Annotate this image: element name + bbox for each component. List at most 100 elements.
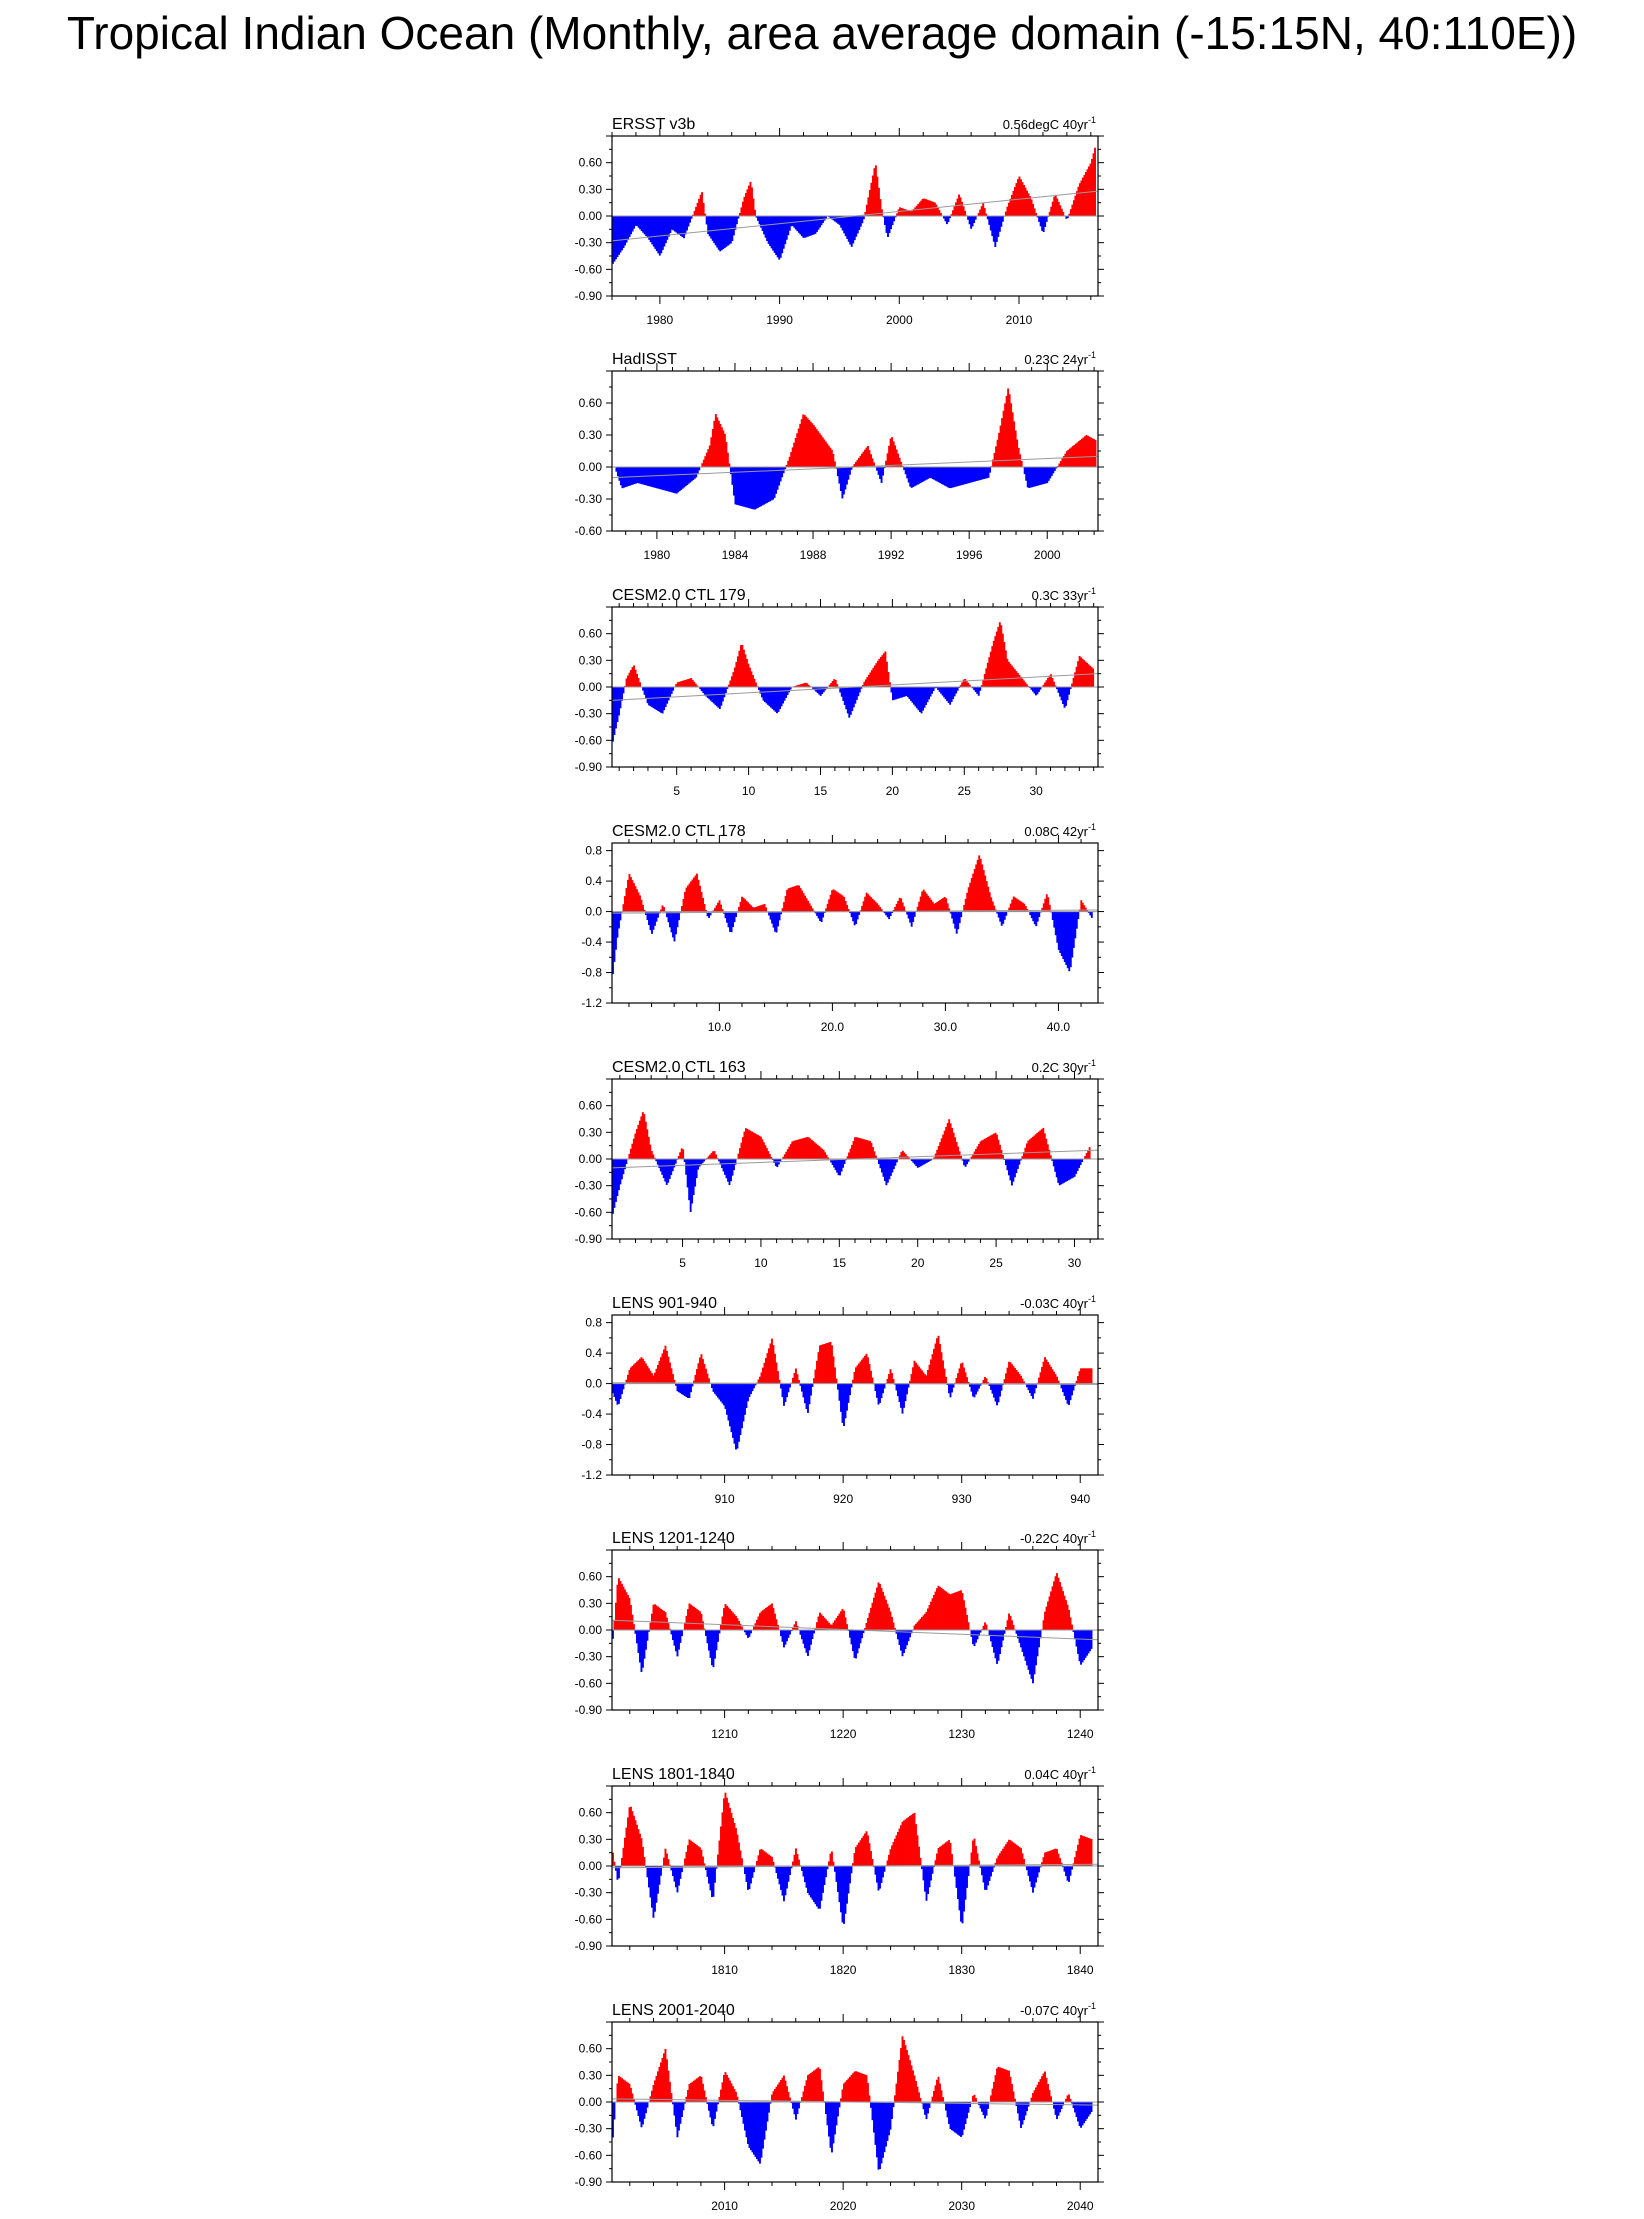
anomaly-bar [793, 442, 796, 467]
anomaly-bar [1069, 1159, 1072, 1180]
anomaly-bar [652, 1375, 655, 1384]
anomaly-bar [1017, 447, 1020, 467]
anomaly-bar [674, 1159, 677, 1164]
anomaly-bar [630, 216, 633, 235]
anomaly-bar [946, 687, 949, 702]
anomaly-bar [810, 1630, 812, 1645]
anomaly-bar [1044, 1852, 1046, 1866]
anomaly-bar [1071, 1383, 1073, 1396]
anomaly-bar [1063, 911, 1066, 963]
anomaly-bar [1089, 1368, 1091, 1384]
anomaly-bar [906, 1383, 908, 1395]
anomaly-bar [972, 1840, 974, 1866]
anomaly-bar [616, 687, 619, 722]
anomaly-bar [776, 467, 779, 490]
anomaly-bar [1030, 1383, 1033, 1396]
anomaly-bar [1024, 906, 1027, 912]
anomaly-bar [828, 2102, 830, 2137]
anomaly-bar [853, 1630, 856, 1658]
anomaly-bar [975, 1845, 977, 1866]
anomaly-bar [1037, 1131, 1040, 1159]
anomaly-bar [806, 1137, 809, 1159]
anomaly-bar [616, 2083, 619, 2102]
anomaly-bar [724, 687, 727, 694]
anomaly-bar [828, 899, 831, 912]
anomaly-bar [939, 1586, 941, 1630]
anomaly-bar [618, 2075, 620, 2102]
anomaly-bar [943, 1590, 946, 1630]
anomaly-bar [993, 1866, 995, 1868]
anomaly-bar [1045, 2077, 1048, 2102]
anomaly-bar [685, 887, 688, 912]
y-tick-label: -0.30 [575, 1650, 603, 1664]
anomaly-bar [707, 1156, 710, 1160]
anomaly-bar [1069, 911, 1072, 968]
anomaly-bar [1068, 1866, 1070, 1882]
anomaly-bar [708, 911, 710, 918]
anomaly-bar [858, 2072, 860, 2102]
anomaly-bar [1089, 911, 1092, 916]
anomaly-bar [749, 467, 752, 509]
anomaly-bar [879, 199, 882, 216]
anomaly-bar [639, 682, 641, 687]
anomaly-bar [873, 1597, 875, 1630]
anomaly-bar [936, 2079, 938, 2102]
anomaly-bar [1000, 911, 1003, 926]
anomaly-bar [634, 216, 637, 226]
anomaly-bar [938, 210, 941, 216]
anomaly-bar [673, 1159, 676, 1168]
y-tick-label: -0.30 [575, 2122, 603, 2136]
anomaly-bar [1060, 1383, 1063, 1389]
anomaly-bar [1078, 1371, 1081, 1384]
anomaly-bar [849, 1630, 851, 1638]
anomaly-bar [960, 1590, 962, 1630]
anomaly-bar [675, 1866, 677, 1888]
anomaly-bar [1006, 1367, 1009, 1384]
anomaly-bar [1016, 439, 1019, 467]
anomaly-bar [724, 1604, 727, 1630]
anomaly-bar [636, 673, 638, 687]
anomaly-bar [685, 679, 688, 687]
anomaly-bar [804, 2085, 806, 2102]
y-tick-label: 0.30 [579, 1596, 603, 1610]
anomaly-bar [982, 869, 985, 912]
anomaly-bar [1000, 2067, 1003, 2102]
anomaly-bar [951, 1593, 953, 1630]
anomaly-bar [945, 1591, 947, 1630]
anomaly-bar [784, 467, 787, 470]
anomaly-bar [1048, 1364, 1051, 1384]
anomaly-bar [915, 205, 918, 216]
anomaly-bar [997, 1383, 1000, 1403]
anomaly-bar [1081, 902, 1084, 912]
anomaly-bar [937, 1847, 940, 1866]
anomaly-bar [1038, 216, 1041, 222]
anomaly-bar [914, 207, 917, 216]
anomaly-bar [997, 216, 1000, 237]
anomaly-bar [821, 1148, 824, 1159]
anomaly-bar [724, 1792, 727, 1866]
y-tick-label: 0.00 [579, 1623, 603, 1637]
anomaly-bar [1087, 1368, 1090, 1384]
anomaly-bar [1069, 2098, 1072, 2102]
anomaly-bar [800, 1138, 803, 1159]
trend-text: 0.2C 30yr-1 [1032, 1058, 1096, 1075]
anomaly-bar [850, 1383, 853, 1388]
anomaly-bar [1089, 163, 1092, 216]
anomaly-bar [1000, 1383, 1003, 1391]
anomaly-bar [882, 1866, 884, 1878]
anomaly-bar [1067, 1159, 1070, 1181]
y-tick-label: 0.60 [579, 1099, 603, 1113]
anomaly-bar [955, 1592, 958, 1630]
anomaly-bar [655, 1368, 658, 1384]
anomaly-bar [678, 1630, 680, 1650]
y-tick-label: -0.30 [575, 492, 603, 506]
anomaly-bar [925, 893, 928, 912]
anomaly-bar [979, 2102, 982, 2109]
anomaly-bar [1089, 665, 1092, 687]
anomaly-bar [708, 1378, 710, 1384]
anomaly-bar [658, 1361, 661, 1384]
trend-text: 0.3C 33yr-1 [1032, 586, 1096, 603]
anomaly-bar [612, 1852, 614, 1866]
anomaly-bar [802, 1630, 805, 1644]
